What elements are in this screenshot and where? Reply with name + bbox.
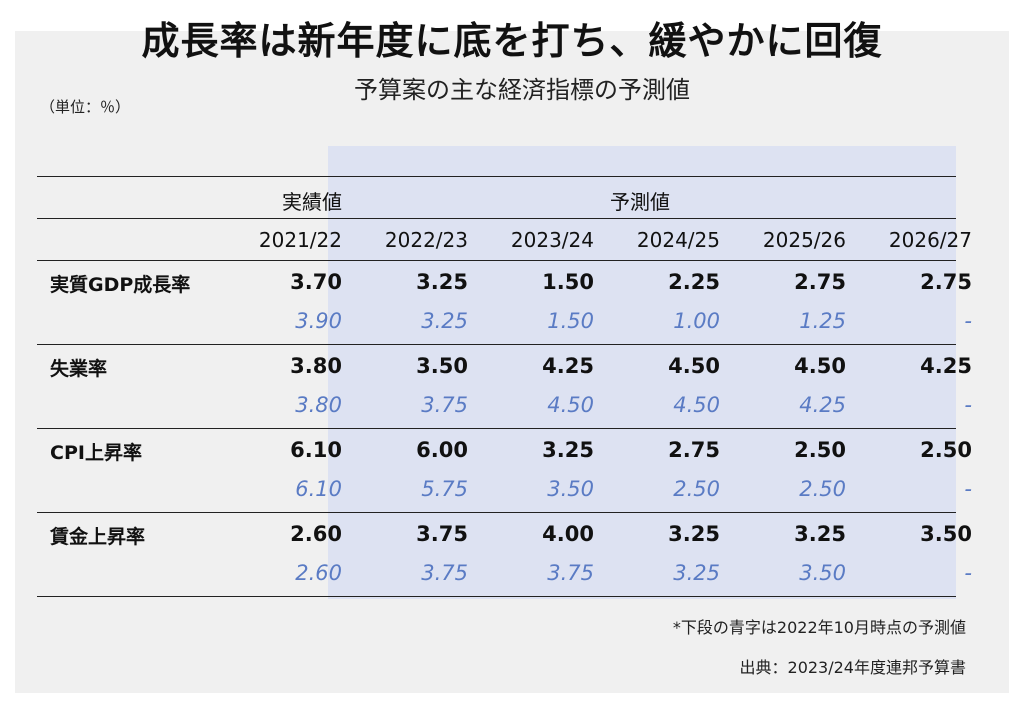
current-value: 6.10 [290,438,342,462]
previous-forecast-value: 4.50 [547,393,594,417]
current-value: 3.25 [668,522,720,546]
current-value: 3.70 [290,270,342,294]
previous-forecast-value: 6.10 [295,477,342,501]
current-value: 2.75 [668,438,720,462]
header-forecast: 予測値 [610,190,670,214]
current-value: 3.50 [416,354,468,378]
previous-forecast-value: 1.25 [799,309,846,333]
row-label: 実質GDP成長率 [50,274,191,296]
row-divider [37,428,956,429]
previous-forecast-value: 1.50 [547,309,594,333]
table-top-border [37,176,956,177]
previous-forecast-value: 4.25 [799,393,846,417]
current-value: 4.50 [794,354,846,378]
current-value: 3.75 [416,522,468,546]
row-divider [37,344,956,345]
header-actual: 実績値 [282,190,342,214]
current-value: 4.25 [920,354,972,378]
previous-forecast-value: 3.50 [799,561,846,585]
year-header: 2026/27 [888,228,972,252]
previous-forecast-value: 3.75 [547,561,594,585]
previous-forecast-value: - [964,309,972,333]
year-header: 2022/23 [384,228,468,252]
previous-forecast-value: - [964,561,972,585]
previous-forecast-value: 2.60 [295,561,342,585]
current-value: 4.50 [668,354,720,378]
header-divider [37,218,956,219]
unit-label: （単位：％） [40,98,131,116]
current-value: 4.25 [542,354,594,378]
current-value: 3.50 [920,522,972,546]
header-bottom-border [37,260,956,261]
footnote: *下段の青字は2022年10月時点の予測値 [672,618,966,637]
current-value: 2.75 [920,270,972,294]
year-header: 2025/26 [762,228,846,252]
current-value: 6.00 [416,438,468,462]
row-label: CPI上昇率 [50,442,142,464]
year-header: 2024/25 [636,228,720,252]
previous-forecast-value: 5.75 [421,477,468,501]
current-value: 2.60 [290,522,342,546]
previous-forecast-value: 3.90 [295,309,342,333]
current-value: 2.75 [794,270,846,294]
previous-forecast-value: 2.50 [799,477,846,501]
row-divider [37,512,956,513]
current-value: 3.25 [416,270,468,294]
current-value: 4.00 [542,522,594,546]
year-header: 2023/24 [510,228,594,252]
current-value: 2.50 [794,438,846,462]
previous-forecast-value: 3.25 [421,309,468,333]
current-value: 3.80 [290,354,342,378]
previous-forecast-value: 4.50 [673,393,720,417]
current-value: 3.25 [794,522,846,546]
previous-forecast-value: 3.80 [295,393,342,417]
previous-forecast-value: 3.75 [421,561,468,585]
row-label: 賃金上昇率 [50,526,146,548]
previous-forecast-value: 1.00 [673,309,720,333]
current-value: 1.50 [542,270,594,294]
previous-forecast-value: 2.50 [673,477,720,501]
year-header: 2021/22 [258,228,342,252]
forecast-shading [328,146,956,599]
current-value: 2.50 [920,438,972,462]
previous-forecast-value: - [964,477,972,501]
row-divider [37,596,956,597]
previous-forecast-value: 3.50 [547,477,594,501]
source-note: 出典：2023/24年度連邦予算書 [739,658,966,677]
previous-forecast-value: 3.75 [421,393,468,417]
page-subtitle: 予算案の主な経済指標の予測値 [354,76,690,104]
current-value: 2.25 [668,270,720,294]
page-title: 成長率は新年度に底を打ち、緩やかに回復 [141,19,883,63]
previous-forecast-value: - [964,393,972,417]
row-label: 失業率 [50,358,108,380]
current-value: 3.25 [542,438,594,462]
previous-forecast-value: 3.25 [673,561,720,585]
